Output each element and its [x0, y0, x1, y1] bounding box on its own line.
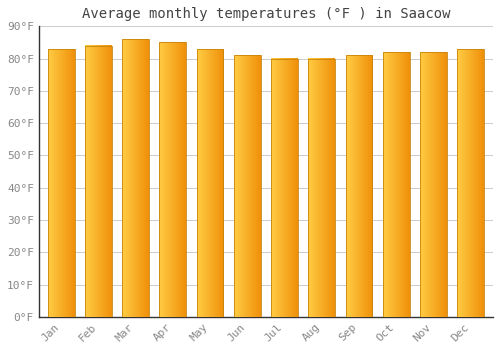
- Bar: [48, 49, 74, 317]
- Bar: [308, 58, 335, 317]
- Bar: [85, 46, 112, 317]
- Bar: [234, 55, 260, 317]
- Bar: [420, 52, 447, 317]
- Bar: [383, 52, 409, 317]
- Bar: [346, 55, 372, 317]
- Title: Average monthly temperatures (°F ) in Saacow: Average monthly temperatures (°F ) in Sa…: [82, 7, 450, 21]
- Bar: [122, 39, 149, 317]
- Bar: [271, 58, 298, 317]
- Bar: [196, 49, 224, 317]
- Bar: [458, 49, 484, 317]
- Bar: [160, 42, 186, 317]
